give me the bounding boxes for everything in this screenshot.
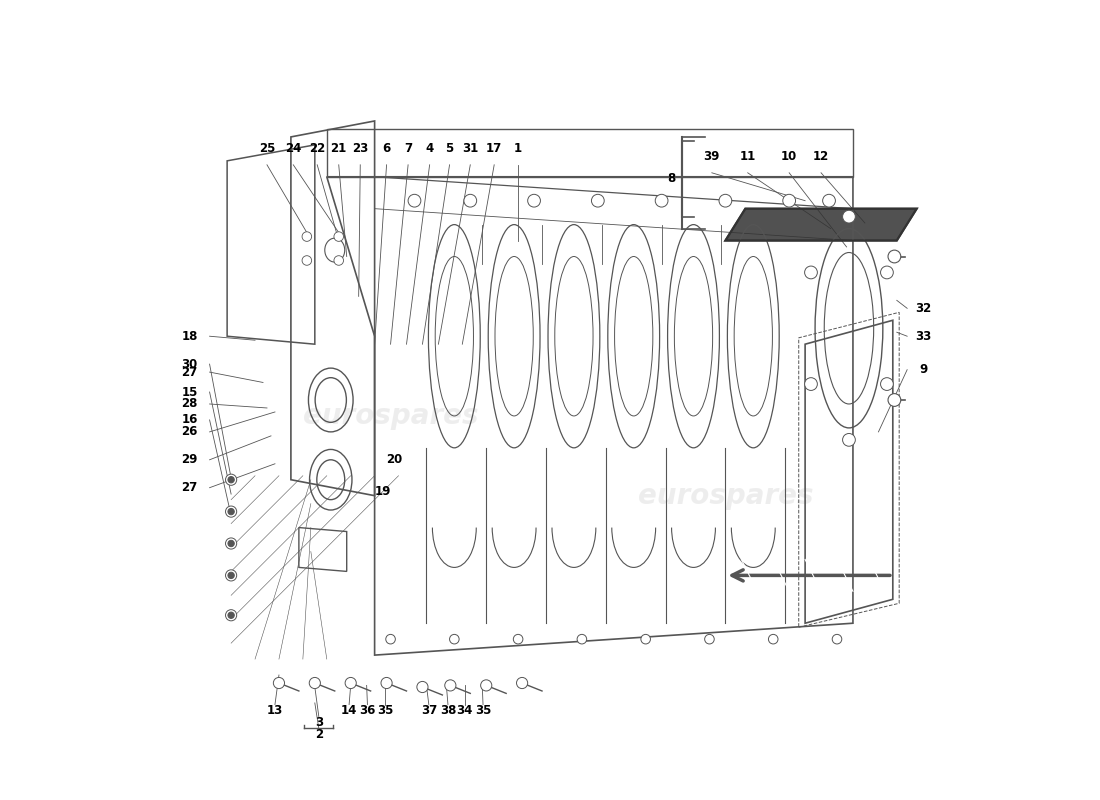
- Text: 2: 2: [315, 728, 323, 742]
- Text: 24: 24: [285, 142, 301, 155]
- Circle shape: [345, 678, 356, 689]
- Text: 25: 25: [258, 142, 275, 155]
- Circle shape: [705, 634, 714, 644]
- Text: 32: 32: [915, 302, 932, 315]
- Text: 14: 14: [341, 705, 358, 718]
- Text: 18: 18: [182, 330, 198, 342]
- Circle shape: [274, 678, 285, 689]
- Circle shape: [226, 538, 236, 549]
- Text: 27: 27: [182, 481, 198, 494]
- Circle shape: [444, 680, 455, 691]
- Circle shape: [226, 570, 236, 581]
- Text: 13: 13: [267, 705, 283, 718]
- Text: 26: 26: [182, 426, 198, 438]
- Text: 16: 16: [182, 414, 198, 426]
- Text: 12: 12: [813, 150, 829, 163]
- Text: 22: 22: [309, 142, 326, 155]
- Circle shape: [514, 634, 522, 644]
- Circle shape: [226, 610, 236, 621]
- Circle shape: [302, 256, 311, 266]
- Text: 20: 20: [386, 454, 403, 466]
- Text: 39: 39: [704, 150, 720, 163]
- Text: 33: 33: [915, 330, 932, 342]
- Text: 6: 6: [383, 142, 390, 155]
- Text: 17: 17: [486, 142, 503, 155]
- Text: eurospares: eurospares: [302, 402, 478, 430]
- Text: 4: 4: [426, 142, 433, 155]
- Circle shape: [228, 509, 234, 515]
- Circle shape: [592, 194, 604, 207]
- Text: eurospares: eurospares: [638, 482, 813, 510]
- Circle shape: [228, 612, 234, 618]
- Circle shape: [641, 634, 650, 644]
- Text: 15: 15: [182, 386, 198, 398]
- Circle shape: [804, 378, 817, 390]
- Circle shape: [833, 634, 842, 644]
- Text: 9: 9: [918, 363, 927, 376]
- Text: 30: 30: [182, 358, 198, 370]
- Text: 23: 23: [352, 142, 368, 155]
- Circle shape: [843, 210, 856, 223]
- Circle shape: [334, 256, 343, 266]
- Text: 5: 5: [446, 142, 453, 155]
- Circle shape: [881, 378, 893, 390]
- Circle shape: [823, 194, 835, 207]
- Circle shape: [656, 194, 668, 207]
- Circle shape: [334, 232, 343, 242]
- Circle shape: [309, 678, 320, 689]
- Circle shape: [450, 634, 459, 644]
- Circle shape: [228, 572, 234, 578]
- Circle shape: [881, 266, 893, 279]
- Circle shape: [386, 634, 395, 644]
- Text: 35: 35: [475, 705, 492, 718]
- Text: 8: 8: [667, 172, 675, 185]
- Circle shape: [843, 434, 856, 446]
- Text: 36: 36: [360, 705, 375, 718]
- Circle shape: [783, 194, 795, 207]
- Circle shape: [578, 634, 586, 644]
- Text: 29: 29: [182, 454, 198, 466]
- Text: 34: 34: [456, 705, 473, 718]
- Text: 7: 7: [404, 142, 412, 155]
- Circle shape: [804, 266, 817, 279]
- Text: 3: 3: [315, 716, 323, 730]
- Circle shape: [464, 194, 476, 207]
- Circle shape: [302, 232, 311, 242]
- Text: 10: 10: [781, 150, 798, 163]
- Circle shape: [888, 250, 901, 263]
- Text: 19: 19: [374, 485, 390, 498]
- Circle shape: [226, 506, 236, 517]
- Circle shape: [381, 678, 393, 689]
- Text: 35: 35: [377, 705, 393, 718]
- Circle shape: [481, 680, 492, 691]
- Circle shape: [517, 678, 528, 689]
- Text: 21: 21: [331, 142, 346, 155]
- Text: 37: 37: [420, 705, 437, 718]
- Circle shape: [528, 194, 540, 207]
- Polygon shape: [725, 209, 916, 241]
- Circle shape: [888, 394, 901, 406]
- Circle shape: [417, 682, 428, 693]
- Text: 1: 1: [514, 142, 522, 155]
- Text: 28: 28: [182, 398, 198, 410]
- Text: 38: 38: [440, 705, 456, 718]
- Circle shape: [769, 634, 778, 644]
- Circle shape: [719, 194, 732, 207]
- Circle shape: [228, 477, 234, 483]
- Circle shape: [408, 194, 421, 207]
- Text: 27: 27: [182, 366, 198, 378]
- Circle shape: [228, 540, 234, 546]
- Circle shape: [226, 474, 236, 486]
- Text: 11: 11: [739, 150, 756, 163]
- Text: 31: 31: [462, 142, 478, 155]
